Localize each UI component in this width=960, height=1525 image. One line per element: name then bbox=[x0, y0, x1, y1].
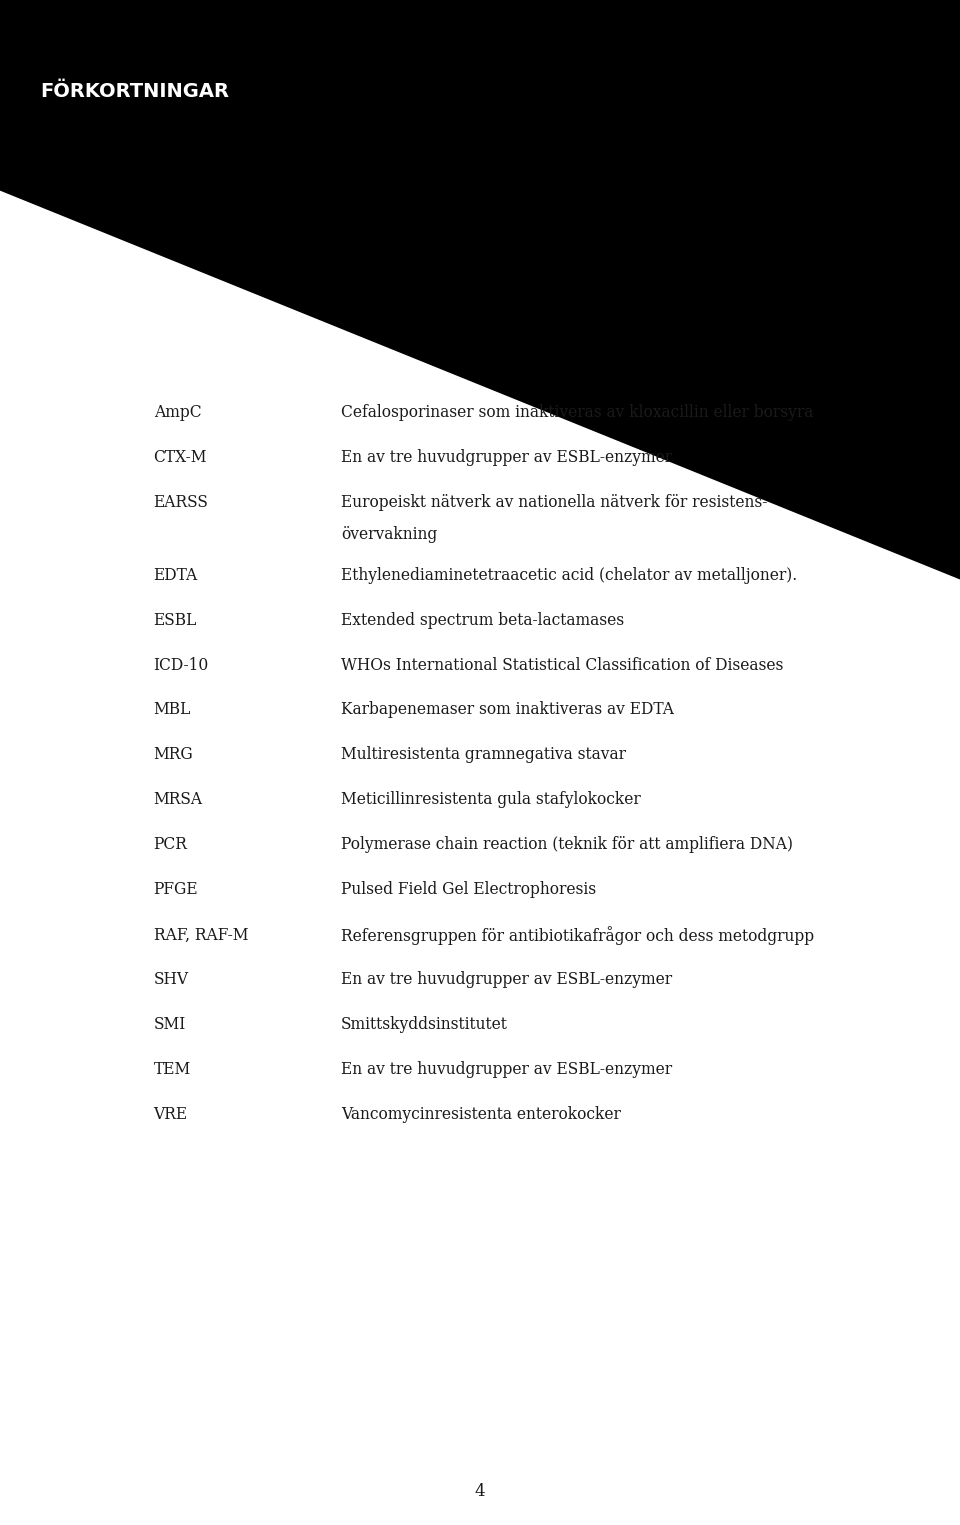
Text: MBL: MBL bbox=[154, 702, 191, 718]
Text: PFGE: PFGE bbox=[154, 881, 198, 898]
Text: MRSA: MRSA bbox=[154, 791, 203, 808]
Text: Multiresistenta gramnegativa stavar: Multiresistenta gramnegativa stavar bbox=[341, 746, 626, 764]
Text: MRG: MRG bbox=[154, 746, 193, 764]
Text: Vancomycinresistenta enterokocker: Vancomycinresistenta enterokocker bbox=[341, 1106, 621, 1124]
Text: En av tre huvudgrupper av ESBL-enzymer: En av tre huvudgrupper av ESBL-enzymer bbox=[341, 1061, 672, 1078]
Text: Polymerase chain reaction (teknik för att amplifiera DNA): Polymerase chain reaction (teknik för at… bbox=[341, 836, 793, 854]
Text: Referensgruppen för antibiotikafrågor och dess metodgrupp: Referensgruppen för antibiotikafrågor oc… bbox=[341, 926, 814, 946]
Text: Cefalosporinaser som inaktiveras av kloxacillin eller borsyra: Cefalosporinaser som inaktiveras av klox… bbox=[341, 404, 813, 421]
Text: VRE: VRE bbox=[154, 1106, 188, 1124]
Text: RAF, RAF-M: RAF, RAF-M bbox=[154, 926, 248, 944]
Text: AmpC: AmpC bbox=[154, 404, 202, 421]
Text: 4: 4 bbox=[474, 1482, 486, 1501]
Text: TEM: TEM bbox=[154, 1061, 191, 1078]
Text: WHOs International Statistical Classification of Diseases: WHOs International Statistical Classific… bbox=[341, 656, 783, 674]
Text: EARSS: EARSS bbox=[154, 494, 208, 511]
Text: Europeiskt nätverk av nationella nätverk för resistens-: Europeiskt nätverk av nationella nätverk… bbox=[341, 494, 767, 511]
Text: Karbapenemaser som inaktiveras av EDTA: Karbapenemaser som inaktiveras av EDTA bbox=[341, 702, 674, 718]
Text: ICD-10: ICD-10 bbox=[154, 656, 209, 674]
Text: ESBL: ESBL bbox=[154, 612, 197, 628]
Text: EDTA: EDTA bbox=[154, 566, 198, 584]
Text: Extended spectrum beta-lactamases: Extended spectrum beta-lactamases bbox=[341, 612, 624, 628]
Text: övervakning: övervakning bbox=[341, 526, 437, 543]
Text: Pulsed Field Gel Electrophoresis: Pulsed Field Gel Electrophoresis bbox=[341, 881, 596, 898]
Polygon shape bbox=[0, 0, 960, 580]
Text: En av tre huvudgrupper av ESBL-enzymer: En av tre huvudgrupper av ESBL-enzymer bbox=[341, 448, 672, 467]
Text: SMI: SMI bbox=[154, 1016, 186, 1034]
Text: Ethylenediaminetetraacetic acid (chelator av metalljoner).: Ethylenediaminetetraacetic acid (chelato… bbox=[341, 566, 797, 584]
Text: PCR: PCR bbox=[154, 836, 187, 854]
Text: Meticillinresistenta gula stafylokocker: Meticillinresistenta gula stafylokocker bbox=[341, 791, 640, 808]
Text: Smittskyddsinstitutet: Smittskyddsinstitutet bbox=[341, 1016, 508, 1034]
Text: CTX-M: CTX-M bbox=[154, 448, 207, 467]
Text: FÖRKORTNINGAR: FÖRKORTNINGAR bbox=[40, 82, 229, 101]
Text: SHV: SHV bbox=[154, 971, 189, 988]
Text: En av tre huvudgrupper av ESBL-enzymer: En av tre huvudgrupper av ESBL-enzymer bbox=[341, 971, 672, 988]
